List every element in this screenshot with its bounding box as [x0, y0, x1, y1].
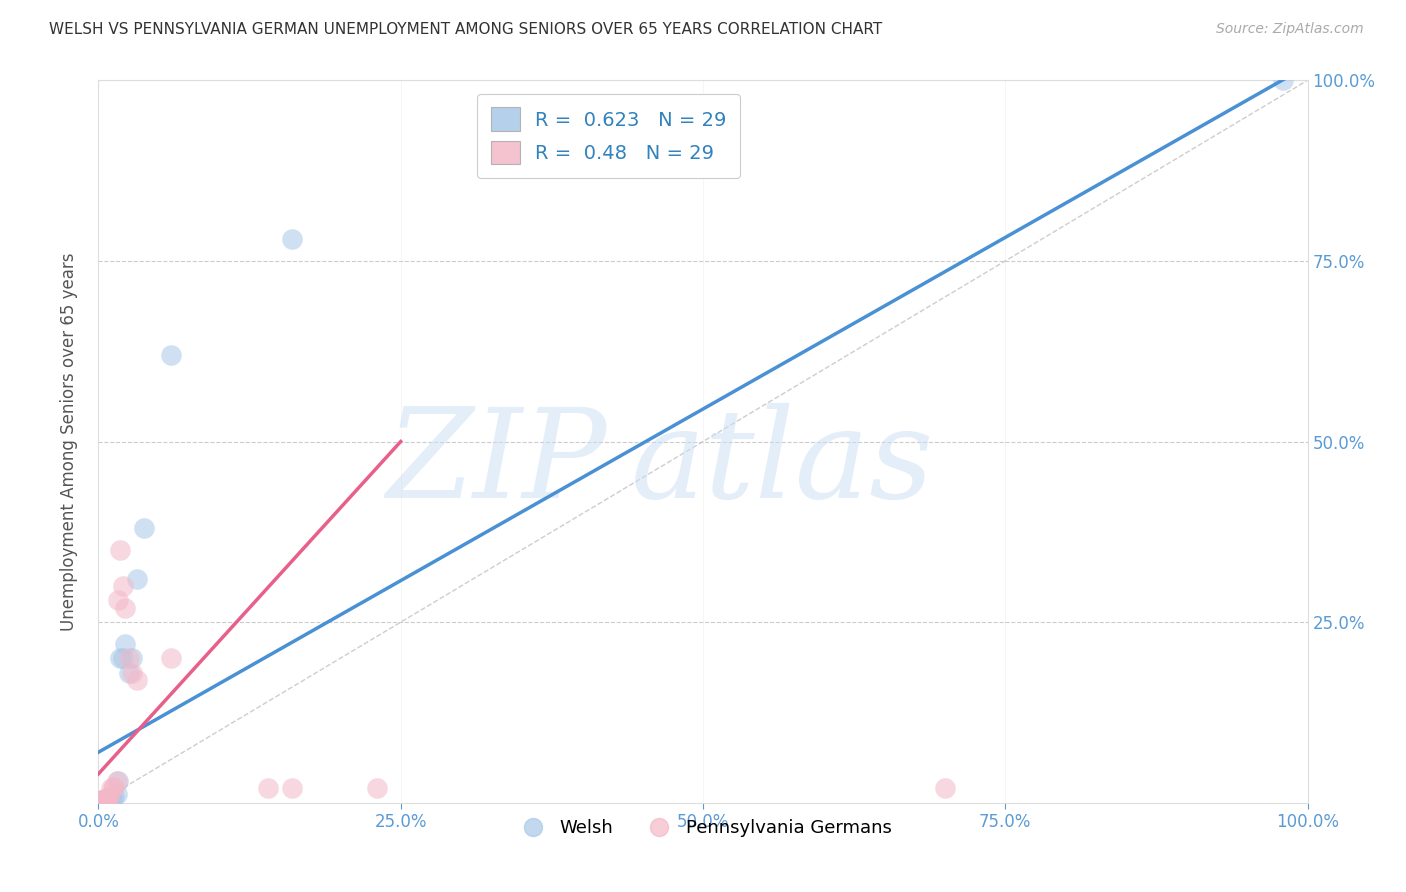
Point	[121, 651, 143, 665]
Point	[100, 781, 122, 796]
Point	[98, 792, 121, 806]
Point	[91, 794, 114, 808]
Point	[89, 795, 111, 809]
Point	[89, 795, 111, 809]
Point	[108, 651, 131, 665]
Point	[127, 673, 149, 687]
Legend: Welsh, Pennsylvania Germans: Welsh, Pennsylvania Germans	[508, 812, 898, 845]
Point	[118, 665, 141, 680]
Point	[93, 793, 115, 807]
Point	[107, 593, 129, 607]
Point	[91, 794, 114, 808]
Point	[281, 781, 304, 796]
Text: ZIP: ZIP	[385, 402, 606, 524]
Point	[111, 651, 134, 665]
Point	[103, 780, 125, 794]
Point	[366, 781, 388, 796]
Text: WELSH VS PENNSYLVANIA GERMAN UNEMPLOYMENT AMONG SENIORS OVER 65 YEARS CORRELATIO: WELSH VS PENNSYLVANIA GERMAN UNEMPLOYMEN…	[49, 22, 883, 37]
Point	[108, 542, 131, 557]
Point	[93, 794, 115, 808]
Point	[134, 521, 156, 535]
Point	[98, 790, 121, 805]
Point	[160, 348, 183, 362]
Point	[91, 794, 114, 808]
Point	[90, 794, 112, 808]
Point	[91, 793, 114, 807]
Y-axis label: Unemployment Among Seniors over 65 years: Unemployment Among Seniors over 65 years	[59, 252, 77, 631]
Point	[111, 579, 134, 593]
Point	[91, 794, 114, 808]
Point	[127, 572, 149, 586]
Point	[934, 781, 956, 796]
Point	[160, 651, 183, 665]
Point	[94, 794, 117, 808]
Point	[91, 793, 114, 807]
Point	[114, 637, 136, 651]
Point	[90, 794, 112, 808]
Point	[97, 792, 120, 806]
Point	[93, 793, 115, 807]
Point	[105, 774, 128, 789]
Point	[91, 793, 114, 807]
Point	[90, 794, 112, 808]
Point	[97, 791, 120, 805]
Point	[96, 792, 118, 806]
Point	[1272, 73, 1295, 87]
Point	[118, 651, 141, 665]
Point	[103, 790, 125, 805]
Point	[100, 790, 122, 805]
Point	[121, 665, 143, 680]
Point	[93, 792, 115, 806]
Point	[107, 774, 129, 789]
Point	[94, 793, 117, 807]
Point	[101, 781, 124, 796]
Point	[91, 794, 114, 808]
Point	[96, 794, 118, 808]
Point	[91, 794, 114, 808]
Point	[256, 781, 278, 796]
Point	[114, 600, 136, 615]
Point	[100, 790, 122, 805]
Point	[281, 232, 304, 246]
Point	[90, 794, 112, 808]
Text: Source: ZipAtlas.com: Source: ZipAtlas.com	[1216, 22, 1364, 37]
Text: atlas: atlas	[630, 402, 934, 524]
Point	[105, 787, 128, 801]
